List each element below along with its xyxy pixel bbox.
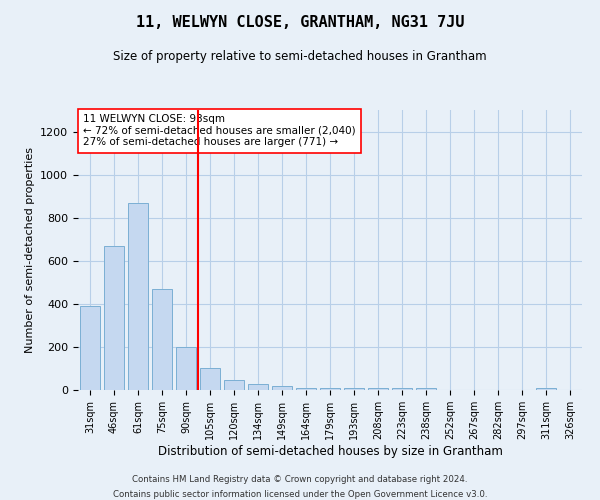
- Bar: [416, 388, 436, 390]
- Bar: [368, 388, 388, 390]
- Bar: [272, 386, 292, 390]
- Text: 11, WELWYN CLOSE, GRANTHAM, NG31 7JU: 11, WELWYN CLOSE, GRANTHAM, NG31 7JU: [136, 15, 464, 30]
- Bar: [104, 246, 124, 390]
- Text: Size of property relative to semi-detached houses in Grantham: Size of property relative to semi-detach…: [113, 50, 487, 63]
- Y-axis label: Number of semi-detached properties: Number of semi-detached properties: [25, 147, 35, 353]
- Bar: [392, 388, 412, 390]
- Bar: [152, 289, 172, 390]
- Bar: [200, 368, 220, 390]
- Bar: [80, 306, 100, 390]
- Bar: [176, 347, 196, 390]
- Bar: [248, 384, 268, 390]
- Bar: [344, 388, 364, 390]
- Bar: [224, 380, 244, 390]
- Bar: [296, 388, 316, 390]
- Bar: [536, 388, 556, 390]
- Text: Contains public sector information licensed under the Open Government Licence v3: Contains public sector information licen…: [113, 490, 487, 499]
- Bar: [128, 202, 148, 390]
- Text: 11 WELWYN CLOSE: 93sqm
← 72% of semi-detached houses are smaller (2,040)
27% of : 11 WELWYN CLOSE: 93sqm ← 72% of semi-det…: [83, 114, 356, 148]
- Text: Contains HM Land Registry data © Crown copyright and database right 2024.: Contains HM Land Registry data © Crown c…: [132, 475, 468, 484]
- Bar: [320, 388, 340, 390]
- X-axis label: Distribution of semi-detached houses by size in Grantham: Distribution of semi-detached houses by …: [158, 445, 502, 458]
